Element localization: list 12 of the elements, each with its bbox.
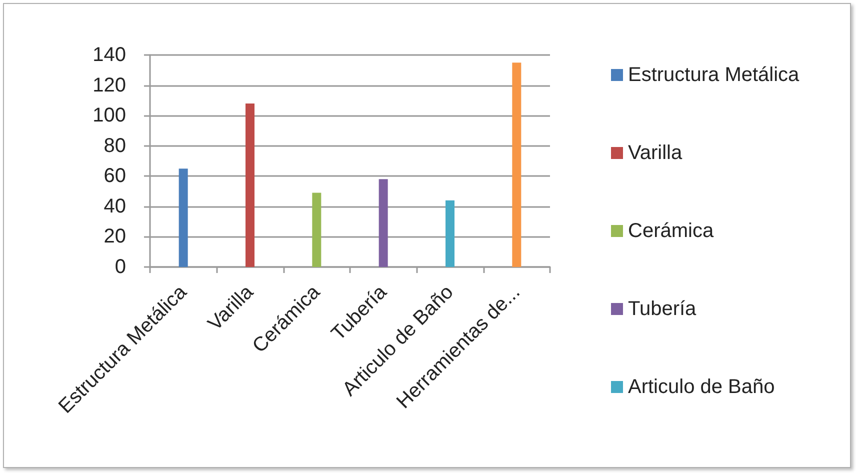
legend-label: Varilla xyxy=(628,142,683,164)
legend-label: Estructura Metálica xyxy=(628,64,800,86)
y-tick-label: 40 xyxy=(104,195,126,218)
legend-label: Cerámica xyxy=(628,220,714,242)
y-tick-label: 80 xyxy=(104,134,126,157)
y-tick-label: 120 xyxy=(92,74,126,96)
y-tick-label: 20 xyxy=(104,226,126,248)
legend-label: Articulo de Baño xyxy=(628,376,775,398)
y-tick-label: 100 xyxy=(92,104,126,127)
y-tick-label: 0 xyxy=(114,256,126,278)
y-tick-label: 140 xyxy=(92,44,126,66)
y-tick-label: 60 xyxy=(104,165,126,188)
